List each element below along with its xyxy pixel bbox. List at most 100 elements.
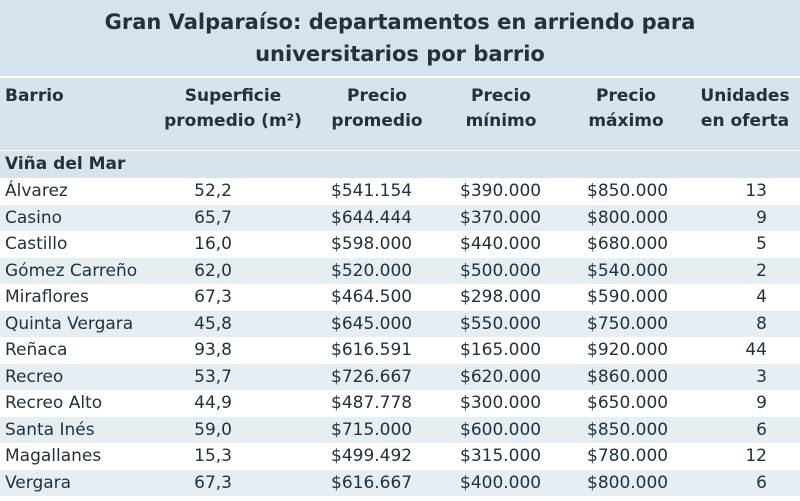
header-precio-promedio-line-1: Precio	[347, 86, 407, 106]
table-row: Vergara 67,3 $616.667 $400.000 $800.000 6	[0, 469, 800, 496]
table-title-line-2: universitarios por barrio	[255, 42, 545, 66]
header-unidades: Unidades en oferta	[690, 84, 800, 134]
cell-precio-minimo: $500.000	[460, 260, 542, 281]
cell-precio-promedio: $464.500	[331, 287, 413, 307]
cell-superficie: 53,7	[194, 366, 232, 387]
cell-barrio: Miraflores	[5, 287, 89, 307]
cell-precio-promedio: $616.591	[331, 340, 413, 360]
table-title-box: Gran Valparaíso: departamentos en arrien…	[0, 0, 800, 76]
cell-superficie: 45,8	[194, 313, 232, 334]
cell-unidades: 5	[756, 234, 767, 254]
cell-precio-maximo: $780.000	[587, 446, 669, 466]
header-precio-maximo: Precio máximo	[570, 84, 682, 134]
cell-precio-promedio: $726.667	[331, 366, 413, 387]
table-row: Recreo Alto 44,9 $487.778 $300.000 $650.000 9	[0, 390, 800, 416]
header-superficie-line-2: promedio (m²)	[164, 111, 302, 131]
table-row: Castillo 16,0 $598.000 $440.000 $680.000 5	[0, 231, 800, 257]
cell-superficie: 59,0	[194, 419, 232, 440]
cell-unidades: 9	[756, 393, 767, 413]
cell-unidades: 9	[756, 207, 767, 228]
header-superficie-line-1: Superficie	[184, 86, 282, 106]
cell-precio-promedio: $644.444	[331, 207, 413, 228]
cell-precio-maximo: $850.000	[587, 181, 669, 201]
cell-precio-promedio: $616.667	[331, 472, 413, 493]
cell-superficie: 44,9	[194, 393, 232, 413]
cell-barrio: Santa Inés	[5, 419, 95, 440]
table-row: Gómez Carreño 62,0 $520.000 $500.000 $540.00…	[0, 257, 800, 284]
cell-superficie: 67,3	[194, 472, 232, 493]
cell-superficie: 16,0	[194, 234, 232, 254]
cell-superficie: 67,3	[194, 287, 232, 307]
cell-precio-minimo: $315.000	[460, 446, 542, 466]
cell-barrio: Reñaca	[5, 340, 68, 360]
cell-precio-minimo: $620.000	[460, 366, 542, 387]
cell-unidades: 6	[756, 419, 767, 440]
cell-barrio: Quinta Vergara	[5, 313, 134, 334]
table-row: Miraflores 67,3 $464.500 $298.000 $590.000 4	[0, 284, 800, 310]
header-superficie: Superficie promedio (m²)	[158, 84, 308, 134]
header-unidades-line-2: en oferta	[700, 111, 790, 131]
cell-precio-maximo: $850.000	[587, 419, 669, 440]
cell-precio-promedio: $598.000	[331, 234, 413, 254]
table-row: Santa Inés 59,0 $715.000 $600.000 $850.000 6	[0, 416, 800, 443]
cell-precio-minimo: $165.000	[460, 340, 542, 360]
cell-precio-maximo: $860.000	[587, 366, 669, 387]
header-barrio: Barrio	[5, 84, 64, 109]
cell-precio-promedio: $499.492	[331, 446, 413, 466]
cell-precio-promedio: $645.000	[331, 313, 413, 334]
cell-precio-minimo: $550.000	[460, 313, 542, 334]
table-row: Recreo 53,7 $726.667 $620.000 $860.000 3	[0, 363, 800, 390]
cell-precio-maximo: $650.000	[587, 393, 669, 413]
cell-precio-promedio: $520.000	[331, 260, 413, 281]
table-row: Quinta Vergara 45,8 $645.000 $550.000 $750.0…	[0, 310, 800, 337]
cell-barrio: Gómez Carreño	[5, 260, 138, 281]
header-unidades-line-1: Unidades	[700, 86, 790, 106]
cell-precio-minimo: $300.000	[460, 393, 542, 413]
section-row	[0, 151, 800, 178]
cell-barrio: Castillo	[5, 234, 68, 254]
header-precio-promedio: Precio promedio	[318, 84, 436, 134]
header-barrio-text: Barrio	[5, 86, 64, 106]
header-precio-maximo-line-1: Precio	[596, 86, 656, 106]
cell-precio-promedio: $715.000	[331, 419, 413, 440]
cell-precio-minimo: $298.000	[460, 287, 542, 307]
cell-barrio: Magallanes	[5, 446, 102, 466]
cell-precio-maximo: $540.000	[587, 260, 669, 281]
table-row: Magallanes 15,3 $499.492 $315.000 $780.000 12	[0, 443, 800, 469]
cell-precio-promedio: $487.778	[331, 393, 413, 413]
header-precio-promedio-line-2: promedio	[331, 111, 423, 131]
cell-precio-minimo: $390.000	[460, 181, 542, 201]
cell-precio-promedio: $541.154	[331, 181, 413, 201]
cell-precio-maximo: $920.000	[587, 340, 669, 360]
header-precio-minimo-line-2: mínimo	[465, 111, 537, 131]
cell-superficie: 62,0	[194, 260, 232, 281]
cell-precio-minimo: $400.000	[460, 472, 542, 493]
table-title-line-1: Gran Valparaíso: departamentos en arrien…	[104, 10, 696, 34]
cell-superficie: 93,8	[194, 340, 232, 360]
cell-precio-minimo: $440.000	[460, 234, 542, 254]
cell-precio-minimo: $370.000	[460, 207, 542, 228]
cell-unidades: 8	[756, 313, 767, 334]
cell-precio-maximo: $590.000	[587, 287, 669, 307]
cell-superficie: 65,7	[194, 207, 232, 228]
cell-precio-maximo: $750.000	[587, 313, 669, 334]
cell-unidades: 12	[745, 446, 767, 466]
cell-unidades: 3	[756, 366, 767, 387]
cell-unidades: 13	[745, 181, 767, 201]
cell-precio-maximo: $680.000	[587, 234, 669, 254]
cell-barrio: Álvarez	[5, 181, 68, 201]
header-precio-minimo-line-1: Precio	[471, 86, 531, 106]
table-row: Casino 65,7 $644.444 $370.000 $800.000 9	[0, 204, 800, 231]
section-label: Viña del Mar	[5, 154, 126, 174]
table-row: Reñaca 93,8 $616.591 $165.000 $920.000 44	[0, 337, 800, 363]
cell-barrio: Recreo	[5, 366, 64, 387]
table-row: Álvarez 52,2 $541.154 $390.000 $850.000 13	[0, 178, 800, 204]
cell-precio-maximo: $800.000	[587, 207, 669, 228]
cell-barrio: Recreo Alto	[5, 393, 103, 413]
cell-unidades: 6	[756, 472, 767, 493]
cell-unidades: 2	[756, 260, 767, 281]
cell-precio-minimo: $600.000	[460, 419, 542, 440]
cell-superficie: 52,2	[194, 181, 232, 201]
cell-barrio: Casino	[5, 207, 63, 228]
cell-superficie: 15,3	[194, 446, 232, 466]
